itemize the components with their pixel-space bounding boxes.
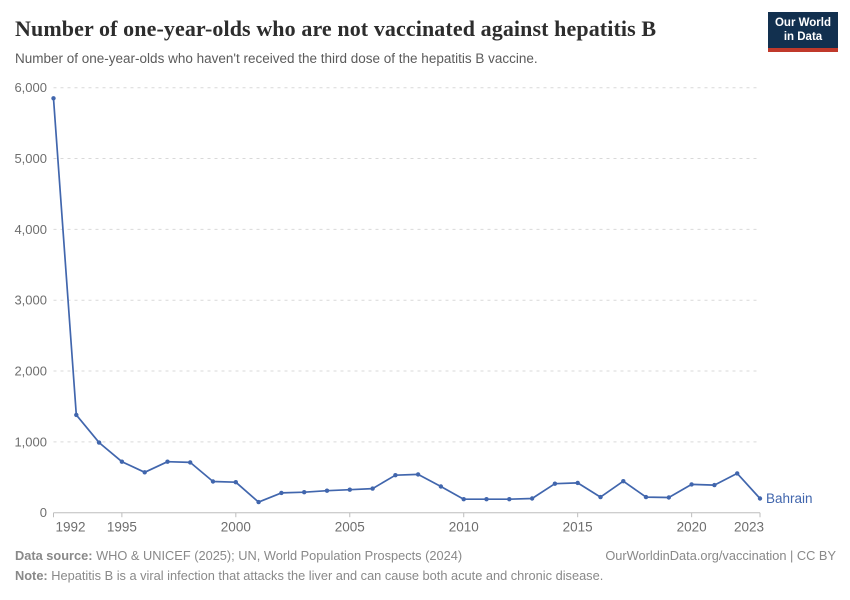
data-point[interactable] [188,460,193,465]
x-tick-label: 1992 [56,520,86,535]
y-tick-label: 2,000 [14,364,47,379]
y-tick-label: 0 [40,505,47,520]
data-point[interactable] [142,470,147,475]
data-point[interactable] [484,497,489,502]
chart-footer: Data source: WHO & UNICEF (2025); UN, Wo… [15,546,836,586]
data-point[interactable] [757,496,763,501]
data-point[interactable] [735,471,740,476]
y-tick-label: 5,000 [14,151,47,166]
line-chart: 0 1,000 2,000 3,000 4,000 5,000 6,000 1992 1995 2… [14,80,813,535]
data-point[interactable] [393,473,398,478]
x-tick-label: 2015 [563,520,593,535]
owid-logo-line2: in Data [783,30,823,43]
chart-subtitle: Number of one-year-olds who haven't rece… [15,51,538,66]
data-point[interactable] [552,481,558,486]
y-tick-label: 1,000 [14,434,47,449]
x-tick-label: 2000 [221,520,251,535]
data-point[interactable] [210,479,216,484]
data-point[interactable] [256,499,261,505]
data-point[interactable] [621,479,626,484]
footer-link[interactable]: OurWorldinData.org/vaccination | CC BY [605,548,836,563]
data-point[interactable] [302,490,307,495]
chart-title: Number of one-year-olds who are not vacc… [15,16,657,41]
data-point[interactable] [415,472,421,477]
x-tick-label: 1995 [107,520,137,535]
owid-logo-box: Our World in Data [768,12,838,52]
series-label-bahrain[interactable]: Bahrain [766,491,813,506]
series-line-bahrain [52,98,761,503]
data-point[interactable] [712,482,717,488]
note-text: Note: Hepatitis B is a viral infection t… [15,568,604,583]
data-point[interactable] [165,459,170,464]
y-tick-label: 4,000 [14,222,47,237]
x-tick-label: 2005 [335,520,365,535]
owid-logo: Our World in Data [768,12,838,52]
data-point[interactable] [279,490,284,496]
data-point[interactable] [96,440,102,445]
data-point[interactable] [51,96,56,101]
data-point[interactable] [575,480,580,486]
data-point[interactable] [461,497,466,502]
data-point[interactable] [529,496,535,501]
data-point[interactable] [689,482,694,487]
data-point[interactable] [438,484,444,489]
data-point[interactable] [119,459,125,464]
y-tick-label: 3,000 [14,293,47,308]
x-tick-label: 2020 [677,520,707,535]
x-tick-label: 2023 [734,520,764,535]
x-tick-label: 2010 [449,520,479,535]
y-tick-label: 6,000 [14,80,47,95]
data-point[interactable] [643,494,649,500]
data-source-label: Data source: [15,548,93,563]
data-point[interactable] [507,497,512,502]
data-point[interactable] [347,487,352,492]
data-point[interactable] [666,495,671,500]
data-point[interactable] [324,488,330,493]
data-point[interactable] [233,480,238,485]
note-label: Note: [15,568,48,583]
owid-logo-line1: Our World [774,17,831,29]
data-point[interactable] [370,486,375,491]
data-point[interactable] [598,494,603,500]
data-point[interactable] [74,412,79,418]
data-source-text: Data source: WHO & UNICEF (2025); UN, Wo… [15,548,463,563]
